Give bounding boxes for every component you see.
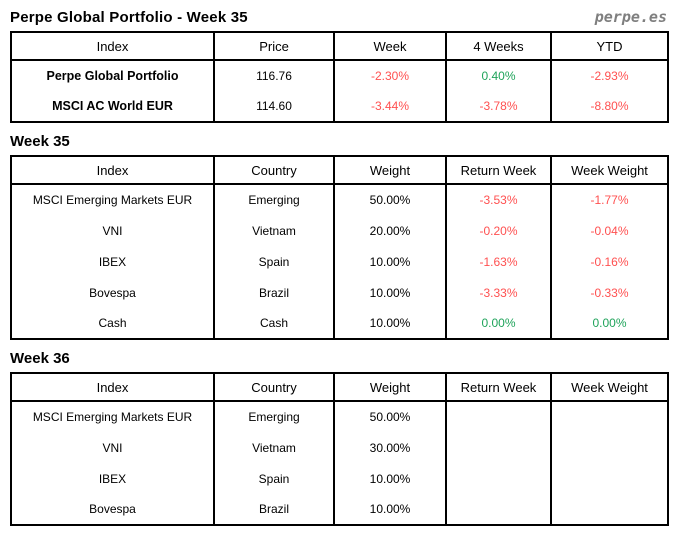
summary-header-row: Index Price Week 4 Weeks YTD [10, 32, 669, 61]
summary-table: Index Price Week 4 Weeks YTD Perpe Globa… [10, 31, 669, 123]
cell-ytd: -2.93% [550, 60, 669, 91]
column-header-index: Index [10, 32, 215, 61]
column-header-weight: Weight [333, 156, 447, 185]
week35-header-row: Index Country Weight Return Week Week We… [10, 156, 669, 185]
cell-week-weight [550, 494, 669, 525]
cell-4weeks: -3.78% [445, 91, 552, 122]
table-row: MSCI Emerging Markets EUR Emerging 50.00… [10, 184, 669, 215]
cell-week-weight: -1.77% [550, 184, 669, 215]
table-row: MSCI Emerging Markets EUR Emerging 50.00… [10, 401, 669, 432]
column-header-week-weight: Week Weight [550, 156, 669, 185]
table-row: Cash Cash 10.00% 0.00% 0.00% [10, 308, 669, 339]
page-title: Perpe Global Portfolio - Week 35 [10, 9, 248, 26]
week36-table: Index Country Weight Return Week Week We… [10, 372, 669, 526]
cell-index: MSCI Emerging Markets EUR [10, 401, 215, 432]
cell-weight: 20.00% [333, 215, 447, 246]
cell-index: IBEX [10, 246, 215, 277]
cell-weight: 10.00% [333, 463, 447, 494]
cell-country: Vietnam [213, 215, 335, 246]
cell-country: Brazil [213, 494, 335, 525]
cell-index: MSCI AC World EUR [10, 91, 215, 122]
cell-return-week: -3.33% [445, 277, 552, 308]
week35-table: Index Country Weight Return Week Week We… [10, 155, 669, 340]
cell-return-week [445, 463, 552, 494]
table-row: MSCI AC World EUR 114.60 -3.44% -3.78% -… [10, 91, 669, 122]
cell-weight: 10.00% [333, 308, 447, 339]
table-row: VNI Vietnam 30.00% [10, 432, 669, 463]
cell-week-weight: 0.00% [550, 308, 669, 339]
table-row: IBEX Spain 10.00% [10, 463, 669, 494]
cell-index: VNI [10, 432, 215, 463]
column-header-country: Country [213, 156, 335, 185]
cell-index: MSCI Emerging Markets EUR [10, 184, 215, 215]
section-heading-week35: Week 35 [10, 133, 70, 150]
cell-return-week [445, 401, 552, 432]
column-header-country: Country [213, 373, 335, 402]
cell-week-weight: -0.16% [550, 246, 669, 277]
cell-price: 116.76 [213, 60, 335, 91]
column-header-4weeks: 4 Weeks [445, 32, 552, 61]
cell-country: Emerging [213, 401, 335, 432]
cell-return-week: -0.20% [445, 215, 552, 246]
column-header-price: Price [213, 32, 335, 61]
table-row: Bovespa Brazil 10.00% -3.33% -0.33% [10, 277, 669, 308]
column-header-index: Index [10, 373, 215, 402]
cell-week: -3.44% [333, 91, 447, 122]
cell-index: Perpe Global Portfolio [10, 60, 215, 91]
cell-week-weight [550, 463, 669, 494]
cell-weight: 30.00% [333, 432, 447, 463]
cell-4weeks: 0.40% [445, 60, 552, 91]
site-logo: perpe.es [594, 8, 667, 26]
cell-index: Bovespa [10, 277, 215, 308]
page-header: Perpe Global Portfolio - Week 35 perpe.e… [10, 8, 667, 26]
cell-return-week: -1.63% [445, 246, 552, 277]
cell-weight: 10.00% [333, 494, 447, 525]
column-header-index: Index [10, 156, 215, 185]
cell-weight: 50.00% [333, 184, 447, 215]
table-row: VNI Vietnam 20.00% -0.20% -0.04% [10, 215, 669, 246]
cell-index: Bovespa [10, 494, 215, 525]
table-row: Bovespa Brazil 10.00% [10, 494, 669, 525]
cell-index: Cash [10, 308, 215, 339]
cell-country: Cash [213, 308, 335, 339]
cell-index: VNI [10, 215, 215, 246]
cell-week-weight [550, 401, 669, 432]
section-heading-week36: Week 36 [10, 350, 70, 367]
cell-index: IBEX [10, 463, 215, 494]
table-row: Perpe Global Portfolio 116.76 -2.30% 0.4… [10, 60, 669, 91]
column-header-week: Week [333, 32, 447, 61]
cell-return-week [445, 494, 552, 525]
cell-country: Brazil [213, 277, 335, 308]
cell-ytd: -8.80% [550, 91, 669, 122]
week36-header-row: Index Country Weight Return Week Week We… [10, 373, 669, 402]
column-header-week-weight: Week Weight [550, 373, 669, 402]
cell-weight: 50.00% [333, 401, 447, 432]
column-header-ytd: YTD [550, 32, 669, 61]
table-row: IBEX Spain 10.00% -1.63% -0.16% [10, 246, 669, 277]
cell-weight: 10.00% [333, 246, 447, 277]
cell-return-week: 0.00% [445, 308, 552, 339]
cell-country: Emerging [213, 184, 335, 215]
cell-week-weight [550, 432, 669, 463]
cell-country: Vietnam [213, 432, 335, 463]
column-header-return-week: Return Week [445, 156, 552, 185]
cell-country: Spain [213, 246, 335, 277]
cell-week-weight: -0.04% [550, 215, 669, 246]
cell-week: -2.30% [333, 60, 447, 91]
cell-price: 114.60 [213, 91, 335, 122]
cell-country: Spain [213, 463, 335, 494]
cell-weight: 10.00% [333, 277, 447, 308]
cell-return-week [445, 432, 552, 463]
column-header-return-week: Return Week [445, 373, 552, 402]
column-header-weight: Weight [333, 373, 447, 402]
cell-return-week: -3.53% [445, 184, 552, 215]
cell-week-weight: -0.33% [550, 277, 669, 308]
